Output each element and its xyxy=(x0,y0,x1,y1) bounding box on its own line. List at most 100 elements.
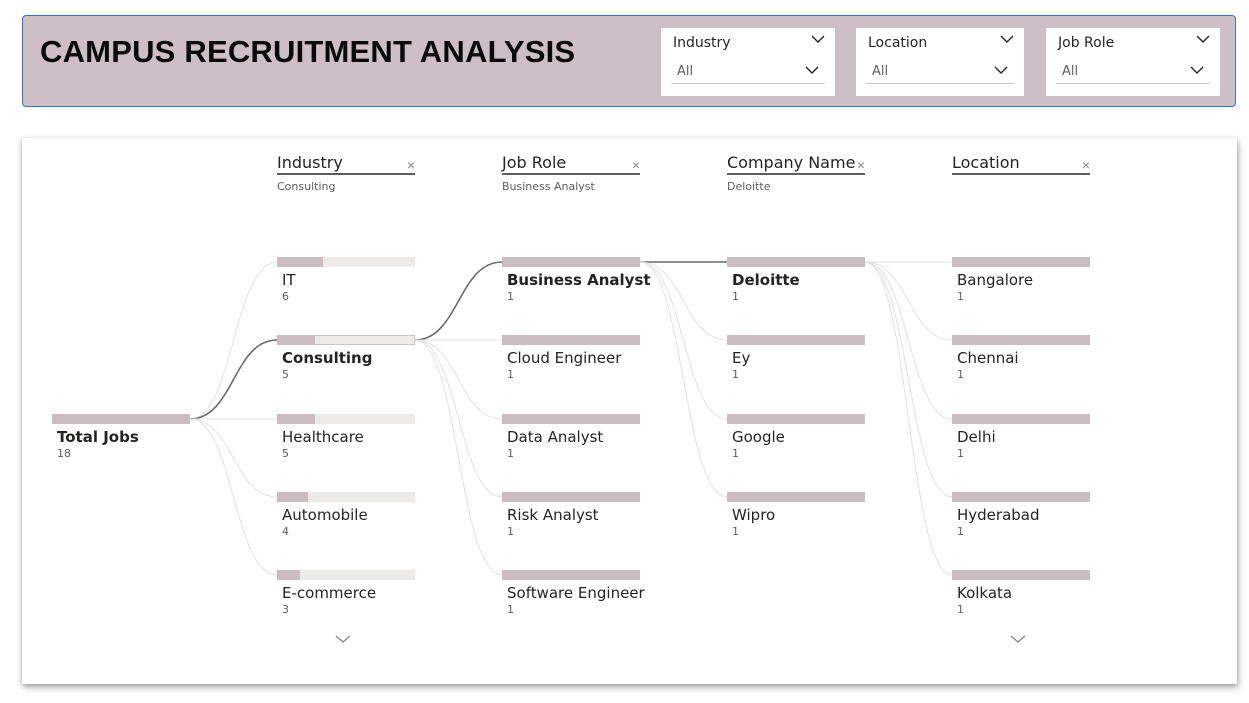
tree-node-business-analyst[interactable]: Business Analyst 1 xyxy=(502,257,651,317)
connector-delhi xyxy=(864,261,953,420)
node-label: Automobile xyxy=(282,506,368,524)
node-value: 5 xyxy=(282,447,289,460)
node-label: Ey xyxy=(732,349,751,367)
job-role-slicer[interactable]: Job Role All xyxy=(1046,28,1220,96)
tree-node-automobile[interactable]: Automobile 4 xyxy=(277,492,415,552)
tree-node-it[interactable]: IT 6 xyxy=(277,257,415,317)
node-value: 1 xyxy=(732,447,739,460)
tree-node-e-commerce[interactable]: E-commerce 3 xyxy=(277,570,415,630)
connector-kolkata xyxy=(864,261,953,576)
tree-node-healthcare[interactable]: Healthcare 5 xyxy=(277,414,415,474)
tree-node-risk-analyst[interactable]: Risk Analyst 1 xyxy=(502,492,640,552)
bar-track xyxy=(277,492,415,502)
bar-fill xyxy=(727,492,865,502)
tree-node-chennai[interactable]: Chennai 1 xyxy=(952,335,1090,395)
tree-node-kolkata[interactable]: Kolkata 1 xyxy=(952,570,1090,630)
tree-node-deloitte[interactable]: Deloitte 1 xyxy=(727,257,865,317)
chevron-down-icon[interactable] xyxy=(1196,34,1210,44)
bar-fill xyxy=(502,570,640,580)
bar-fill xyxy=(502,257,640,267)
bar-fill xyxy=(502,335,640,345)
connector-software-engineer xyxy=(414,339,503,576)
close-icon[interactable]: × xyxy=(631,157,640,173)
column-header-label: Company Name xyxy=(727,153,856,172)
column-header-location: Location × xyxy=(952,153,1090,175)
industry-slicer[interactable]: Industry All xyxy=(661,28,835,96)
node-value: 1 xyxy=(507,525,514,538)
bar-fill xyxy=(277,335,316,345)
node-label: IT xyxy=(282,271,296,289)
chevron-down-icon[interactable] xyxy=(1000,34,1014,44)
close-icon[interactable]: × xyxy=(856,157,865,173)
node-label: Healthcare xyxy=(282,428,364,446)
report-title: CAMPUS RECRUITMENT ANALYSIS xyxy=(40,34,576,69)
bar-fill xyxy=(952,335,1090,345)
bar-track xyxy=(277,414,415,424)
node-value: 1 xyxy=(732,368,739,381)
tree-node-wipro[interactable]: Wipro 1 xyxy=(727,492,865,552)
tree-node-software-engineer[interactable]: Software Engineer 1 xyxy=(502,570,645,630)
node-label: Google xyxy=(732,428,785,446)
tree-node-cloud-engineer[interactable]: Cloud Engineer 1 xyxy=(502,335,640,395)
report-header: CAMPUS RECRUITMENT ANALYSIS Industry All… xyxy=(22,15,1236,107)
connector-risk-analyst xyxy=(414,339,503,498)
bar-fill xyxy=(952,414,1090,424)
node-value: 5 xyxy=(282,368,289,381)
node-value: 1 xyxy=(507,447,514,460)
node-value: 1 xyxy=(732,525,739,538)
bar-fill xyxy=(277,570,300,580)
tree-node-bangalore[interactable]: Bangalore 1 xyxy=(952,257,1090,317)
bar-fill xyxy=(502,414,640,424)
location-slicer-title: Location xyxy=(868,35,928,51)
connector-wipro xyxy=(639,261,728,498)
chevron-down-icon[interactable] xyxy=(994,65,1008,75)
bar-fill xyxy=(952,257,1090,267)
connector-hyderabad xyxy=(864,261,953,498)
connector-google xyxy=(639,261,728,420)
node-label: Total Jobs xyxy=(57,428,139,446)
tree-node-ey[interactable]: Ey 1 xyxy=(727,335,865,395)
node-label: E-commerce xyxy=(282,584,377,602)
close-icon[interactable]: × xyxy=(1081,157,1090,173)
tree-node-consulting[interactable]: Consulting 5 xyxy=(277,335,415,395)
node-value: 1 xyxy=(732,290,739,303)
node-label: Kolkata xyxy=(957,584,1013,602)
bar-track xyxy=(277,570,415,580)
job-role-dropdown[interactable]: All xyxy=(1056,58,1210,84)
location-dropdown[interactable]: All xyxy=(866,58,1014,84)
connector-chennai xyxy=(864,261,953,341)
node-label: Delhi xyxy=(957,428,996,446)
node-label: Data Analyst xyxy=(507,428,604,446)
industry-slicer-title: Industry xyxy=(673,35,731,51)
industry-dropdown-value: All xyxy=(677,64,694,79)
tree-node-delhi[interactable]: Delhi 1 xyxy=(952,414,1090,474)
tree-node-hyderabad[interactable]: Hyderabad 1 xyxy=(952,492,1090,552)
column-header-company-name: Company Name × xyxy=(727,153,865,175)
chevron-down-icon[interactable] xyxy=(1010,634,1026,644)
chevron-down-icon[interactable] xyxy=(1190,65,1204,75)
chevron-down-icon[interactable] xyxy=(811,34,825,44)
connector-consulting xyxy=(189,339,278,420)
tree-node-data-analyst[interactable]: Data Analyst 1 xyxy=(502,414,640,474)
chevron-down-icon[interactable] xyxy=(805,65,819,75)
industry-dropdown[interactable]: All xyxy=(671,58,825,84)
node-value: 1 xyxy=(507,368,514,381)
node-value: 1 xyxy=(957,290,964,303)
column-selected-value: Business Analyst xyxy=(502,180,595,193)
tree-node-google[interactable]: Google 1 xyxy=(727,414,865,474)
node-label: Risk Analyst xyxy=(507,506,599,524)
close-icon[interactable]: × xyxy=(406,157,415,173)
tree-node-total-jobs[interactable]: Total Jobs 18 xyxy=(52,414,190,474)
node-label: Bangalore xyxy=(957,271,1034,289)
node-value: 1 xyxy=(957,368,964,381)
node-value: 1 xyxy=(957,525,964,538)
node-label: Software Engineer xyxy=(507,584,645,602)
column-header-label: Industry xyxy=(277,153,343,172)
node-value: 18 xyxy=(57,447,71,460)
column-header-industry: Industry × xyxy=(277,153,415,175)
connector-automobile xyxy=(189,418,278,498)
connector-e-commerce xyxy=(189,418,278,576)
location-slicer[interactable]: Location All xyxy=(856,28,1024,96)
bar-fill xyxy=(727,257,865,267)
chevron-down-icon[interactable] xyxy=(335,634,351,644)
